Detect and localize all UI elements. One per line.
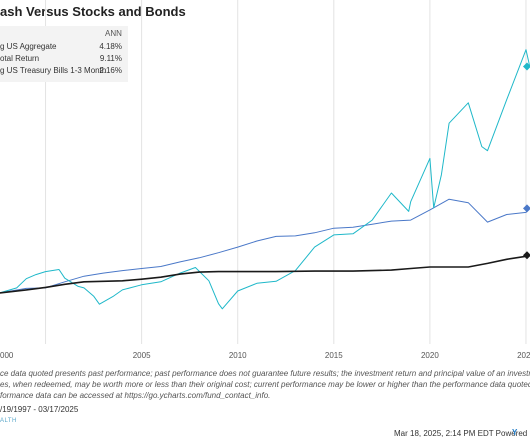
disclaimer: ce data quoted presents past performance…	[0, 368, 530, 401]
series-end-marker	[523, 251, 530, 260]
x-axis-ticks: 000 2005 2010 2015 2020 2025	[0, 351, 530, 360]
disclaimer-line: formance data can be accessed at https:/…	[0, 391, 271, 400]
x-tick-label: 2010	[229, 351, 247, 360]
x-tick-label: 2020	[421, 351, 439, 360]
legend: ANN g US Aggregate 4.18% otal Return 9.1…	[0, 26, 128, 82]
series-line	[0, 198, 530, 294]
series-line	[0, 254, 530, 294]
series-line	[0, 49, 530, 310]
date-range: /19/1997 - 03/17/2025	[0, 405, 79, 414]
legend-header-ann: ANN	[105, 29, 122, 38]
series-end-marker	[523, 62, 530, 71]
x-tick-label: 2015	[325, 351, 343, 360]
legend-series-ann: 4.18%	[99, 42, 122, 51]
footer-brand: ALTH	[0, 418, 17, 424]
ycharts-logo: Y	[512, 428, 518, 437]
x-tick-label: 2005	[133, 351, 151, 360]
x-tick-label: 2025	[517, 351, 530, 360]
disclaimer-line: es, when redeemed, may be worth more or …	[0, 380, 530, 389]
legend-entry-treasury-bills: g US Treasury Bills 1-3 Month 2.16%	[0, 66, 128, 78]
legend-series-name: g US Aggregate	[0, 42, 57, 51]
disclaimer-line: ce data quoted presents past performance…	[0, 369, 530, 378]
series-layer	[0, 49, 530, 310]
legend-series-name: otal Return	[0, 54, 40, 63]
legend-entry-aggregate: g US Aggregate 4.18%	[0, 42, 128, 54]
legend-series-name: g US Treasury Bills 1-3 Month	[0, 66, 107, 75]
legend-series-ann: 2.16%	[99, 66, 122, 75]
legend-series-ann: 9.11%	[99, 54, 122, 63]
legend-entry-total-return: otal Return 9.11%	[0, 54, 128, 66]
timestamp: Mar 18, 2025, 2:14 PM EDT Powered by	[394, 429, 530, 438]
series-end-marker	[523, 204, 530, 213]
chart-title: ash Versus Stocks and Bonds	[0, 4, 186, 19]
line-chart: 000 2005 2010 2015 2020 2025	[0, 0, 530, 360]
x-tick-label: 000	[0, 351, 14, 360]
